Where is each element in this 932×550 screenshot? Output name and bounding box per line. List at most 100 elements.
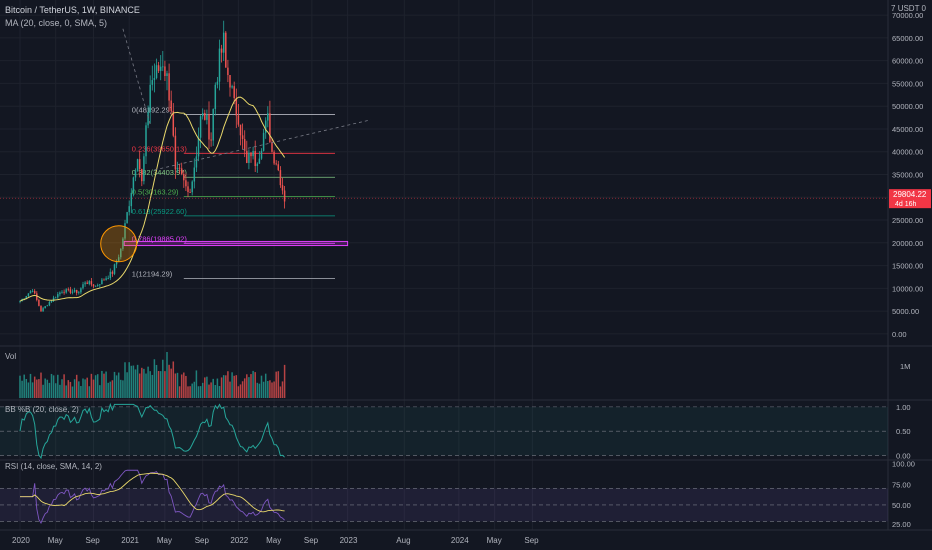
volume-bar	[128, 362, 130, 398]
fib-level-label: 1(12194.29)	[132, 269, 173, 278]
volume-bar	[229, 381, 231, 398]
volume-bar	[103, 373, 105, 398]
volume-bar	[159, 371, 162, 398]
volume-bar	[260, 375, 263, 398]
volume-bar	[19, 375, 21, 398]
price-tick-label: 15000.00	[892, 262, 923, 271]
volume-bar	[65, 385, 67, 398]
candle-body	[134, 170, 137, 178]
fib-level-label: 0(48192.29)	[132, 105, 173, 114]
candle-body	[143, 156, 145, 182]
volume-label[interactable]: Vol	[5, 352, 17, 361]
ma-indicator-label[interactable]: MA (20, close, 0, SMA, 5)	[5, 18, 108, 28]
ma-line	[19, 96, 286, 302]
candle-body	[262, 132, 265, 151]
volume-bar	[23, 374, 25, 398]
time-tick-label: 2020	[12, 536, 30, 545]
candle-body	[180, 168, 183, 175]
symbol-title[interactable]: Bitcoin / TetherUS, 1W, BINANCE	[5, 5, 140, 15]
price-axis[interactable]: 70000.00 65000.00 60000.00 55000.00 50000.00…	[889, 11, 931, 529]
time-tick-label: 2022	[230, 536, 248, 545]
volume-bar	[271, 382, 273, 398]
volume-bar	[275, 371, 277, 398]
rsi-line	[20, 469, 285, 525]
volume-bar	[134, 369, 137, 398]
fib-level-label: 0.5(30163.29)	[132, 188, 179, 197]
candle-body	[99, 284, 101, 286]
bb-percent-pane	[0, 402, 888, 460]
candle-body	[231, 86, 233, 88]
volume-bar	[29, 373, 32, 398]
candle-body	[220, 48, 223, 53]
candle-body	[103, 279, 105, 281]
volume-bar	[241, 381, 244, 398]
candle-body	[88, 281, 91, 284]
volume-bar	[164, 371, 166, 398]
time-tick-label: 2021	[121, 536, 139, 545]
volume-bar	[176, 372, 179, 398]
volume-bar	[113, 371, 116, 398]
candle-body	[193, 167, 196, 182]
fib-level-label: 0.382(34403.97)	[132, 168, 188, 177]
volume-bar	[132, 365, 135, 398]
volume-bar	[84, 379, 86, 398]
volume-bar	[40, 372, 42, 398]
volume-bar	[218, 386, 221, 398]
price-tick-label: 35000.00	[892, 171, 923, 180]
fib-level-label: 0.618(25922.60)	[132, 207, 188, 216]
candle-body	[57, 294, 59, 298]
volume-bar	[193, 381, 196, 398]
candle-body	[204, 112, 206, 120]
currency-label[interactable]: 7 USDT 0	[891, 4, 926, 13]
volume-bar	[155, 364, 158, 398]
price-candles	[19, 20, 286, 312]
volume-bar	[88, 386, 91, 398]
candle-body	[279, 170, 282, 186]
volume-bar	[157, 371, 160, 398]
candle-body	[40, 305, 42, 312]
time-tick-label: Sep	[304, 536, 319, 545]
candle-body	[170, 100, 172, 111]
candle-body	[78, 292, 80, 294]
rsi-tick-label: 25.00	[892, 520, 911, 529]
candle-body	[199, 116, 202, 138]
volume-bar	[151, 374, 154, 398]
volume-bar	[216, 378, 219, 398]
time-tick-label: May	[157, 536, 172, 545]
fib-level-label: 0.236(39650.13)	[132, 144, 188, 153]
candle-body	[258, 158, 261, 164]
volume-bar	[195, 370, 198, 398]
candle-body	[222, 32, 225, 53]
candle-body	[191, 181, 193, 193]
rsi-label[interactable]: RSI (14, close, SMA, 14, 2)	[5, 462, 102, 471]
volume-bar	[57, 374, 59, 398]
volume-bar	[201, 382, 204, 398]
volume-bar	[44, 378, 46, 398]
volume-bar	[122, 380, 124, 398]
candle-body	[130, 192, 133, 207]
trend-line	[122, 28, 151, 125]
candle-body	[256, 163, 259, 166]
candle-body	[149, 84, 151, 113]
candle-body	[69, 289, 72, 293]
volume-bar	[204, 377, 206, 398]
candle-body	[101, 279, 103, 285]
candle-body	[174, 135, 177, 170]
fibonacci-retracement[interactable]: 0(48192.29) 0.236(39650.13) 0.382(34403.97…	[123, 105, 349, 279]
time-axis[interactable]: 2020 May Sep 2021 May Sep 2022 May Sep 2023 Aug 202…	[12, 536, 539, 545]
volume-bar	[264, 373, 267, 398]
candle-body	[187, 186, 189, 193]
bb-label[interactable]: BB %B (20, close, 2)	[5, 405, 79, 414]
candle-body	[65, 289, 67, 293]
volume-bar	[59, 384, 61, 398]
candle-body	[73, 289, 76, 292]
volume-bar	[256, 382, 259, 398]
volume-bar	[187, 386, 189, 398]
candle-body	[61, 291, 63, 293]
fib-level-label: 0.786(19885.02)	[132, 234, 188, 243]
volume-bar	[141, 367, 143, 398]
candle-body	[29, 291, 32, 294]
candle-body	[172, 110, 175, 136]
candle-body	[195, 156, 198, 168]
